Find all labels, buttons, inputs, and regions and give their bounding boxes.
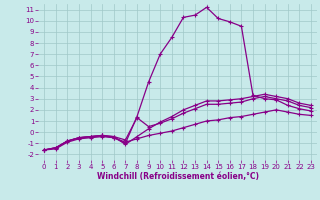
X-axis label: Windchill (Refroidissement éolien,°C): Windchill (Refroidissement éolien,°C) bbox=[97, 172, 259, 181]
